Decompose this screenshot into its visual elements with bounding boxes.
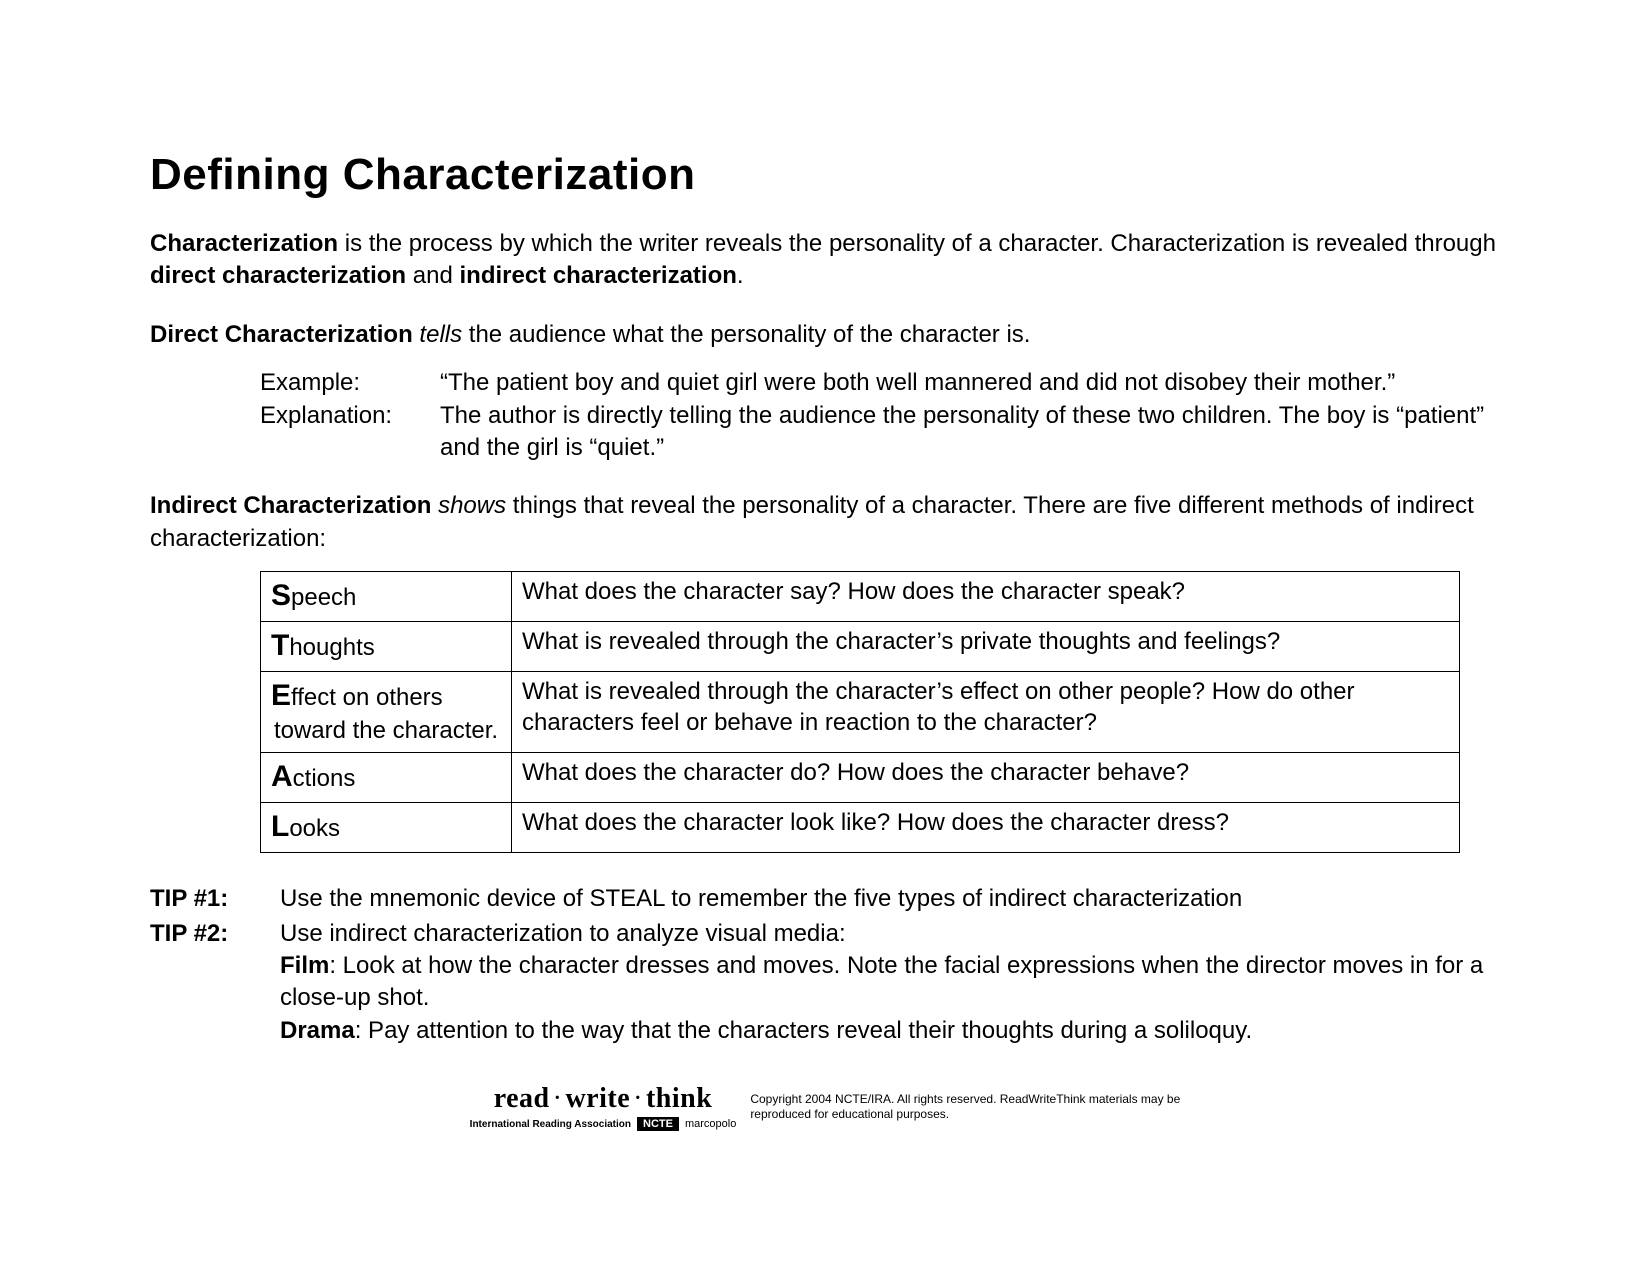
tip-1-body: Use the mnemonic device of STEAL to reme…	[280, 883, 1500, 915]
steal-rest: peech	[291, 584, 356, 611]
steal-desc-thoughts: What is revealed through the character’s…	[512, 622, 1460, 672]
intro-text-2: and	[406, 262, 459, 289]
brand-dot-icon: ·	[630, 1083, 646, 1114]
steal-letter: S	[271, 579, 291, 612]
steal-letter: E	[271, 679, 291, 712]
steal-desc-speech: What does the character say? How does th…	[512, 572, 1460, 622]
table-row: Actions What does the character do? How …	[261, 753, 1460, 803]
steal-term-looks: Looks	[261, 803, 512, 853]
table-row: Looks What does the character look like?…	[261, 803, 1460, 853]
intro-bold-2: direct characterization	[150, 262, 406, 289]
footer: read·write·think International Reading A…	[150, 1083, 1500, 1131]
direct-lead-rest: the audience what the personality of the…	[462, 321, 1030, 348]
steal-term-speech: Speech	[261, 572, 512, 622]
example-row: Example: “The patient boy and quiet girl…	[260, 367, 1500, 399]
explanation-row: Explanation: The author is directly tell…	[260, 400, 1500, 465]
indirect-lead-italic: shows	[438, 492, 506, 519]
table-row: Thoughts What is revealed through the ch…	[261, 622, 1460, 672]
intro-text-3: .	[737, 262, 744, 289]
example-label: Example:	[260, 367, 440, 399]
steal-letter: A	[271, 760, 293, 793]
steal-table-wrap: Speech What does the character say? How …	[150, 571, 1500, 853]
brand-think: think	[646, 1083, 712, 1114]
steal-desc-actions: What does the character do? How does the…	[512, 753, 1460, 803]
explanation-label: Explanation:	[260, 400, 440, 465]
tips-block: TIP #1: Use the mnemonic device of STEAL…	[150, 883, 1500, 1047]
tip-2-film-text: : Look at how the character dresses and …	[280, 952, 1483, 1011]
steal-letter: L	[271, 810, 289, 843]
steal-term-effect: Effect on others toward the character.	[261, 672, 512, 753]
intro-text-1: is the process by which the writer revea…	[338, 230, 1496, 257]
tip-2-drama-text: : Pay attention to the way that the char…	[355, 1017, 1252, 1044]
tip-1-label: TIP #1:	[150, 883, 280, 915]
direct-lead-italic: tells	[419, 321, 462, 348]
tip-2-drama-bold: Drama	[280, 1017, 355, 1044]
steal-rest: ooks	[289, 815, 340, 842]
intro-bold-1: Characterization	[150, 230, 338, 257]
indirect-lead-bold: Indirect Characterization	[150, 492, 431, 519]
tip-2-body: Use indirect characterization to analyze…	[280, 918, 1500, 1048]
tip-2-label: TIP #2:	[150, 918, 280, 1048]
steal-term-actions: Actions	[261, 753, 512, 803]
example-text: “The patient boy and quiet girl were bot…	[440, 367, 1500, 399]
brand-logo: read·write·think	[494, 1083, 713, 1115]
intro-bold-3: indirect characterization	[459, 262, 736, 289]
steal-sub: toward the character.	[271, 715, 501, 746]
indirect-lead: Indirect Characterization shows things t…	[150, 490, 1500, 555]
tip-2-film-bold: Film	[280, 952, 329, 979]
steal-desc-looks: What does the character look like? How d…	[512, 803, 1460, 853]
brand-marcopolo: marcopolo	[685, 1118, 736, 1130]
steal-rest: houghts	[289, 634, 374, 661]
document-page: Defining Characterization Characterizati…	[0, 0, 1650, 1131]
steal-term-thoughts: Thoughts	[261, 622, 512, 672]
page-title: Defining Characterization	[150, 150, 1500, 200]
brand-write: write	[565, 1083, 630, 1114]
tip-1-row: TIP #1: Use the mnemonic device of STEAL…	[150, 883, 1500, 915]
brand-subline: International Reading Association NCTE m…	[470, 1117, 737, 1131]
direct-lead-bold: Direct Characterization	[150, 321, 413, 348]
brand-block: read·write·think International Reading A…	[470, 1083, 737, 1131]
direct-lead: Direct Characterization tells the audien…	[150, 319, 1500, 351]
brand-ira: International Reading Association	[470, 1119, 631, 1130]
intro-paragraph: Characterization is the process by which…	[150, 228, 1500, 293]
steal-rest: ctions	[293, 765, 356, 792]
steal-letter: T	[271, 629, 289, 662]
brand-ncte: NCTE	[637, 1117, 679, 1131]
brand-dot-icon: ·	[550, 1083, 566, 1114]
copyright-text: Copyright 2004 NCTE/IRA. All rights rese…	[750, 1092, 1180, 1123]
steal-desc-effect: What is revealed through the character’s…	[512, 672, 1460, 753]
steal-rest: ffect on others	[291, 684, 443, 711]
tip-2-row: TIP #2: Use indirect characterization to…	[150, 918, 1500, 1048]
brand-read: read	[494, 1083, 550, 1114]
table-row: Speech What does the character say? How …	[261, 572, 1460, 622]
table-row: Effect on others toward the character. W…	[261, 672, 1460, 753]
steal-table: Speech What does the character say? How …	[260, 571, 1460, 853]
tip-2-intro: Use indirect characterization to analyze…	[280, 920, 846, 947]
direct-example-block: Example: “The patient boy and quiet girl…	[150, 367, 1500, 464]
explanation-text: The author is directly telling the audie…	[440, 400, 1500, 465]
